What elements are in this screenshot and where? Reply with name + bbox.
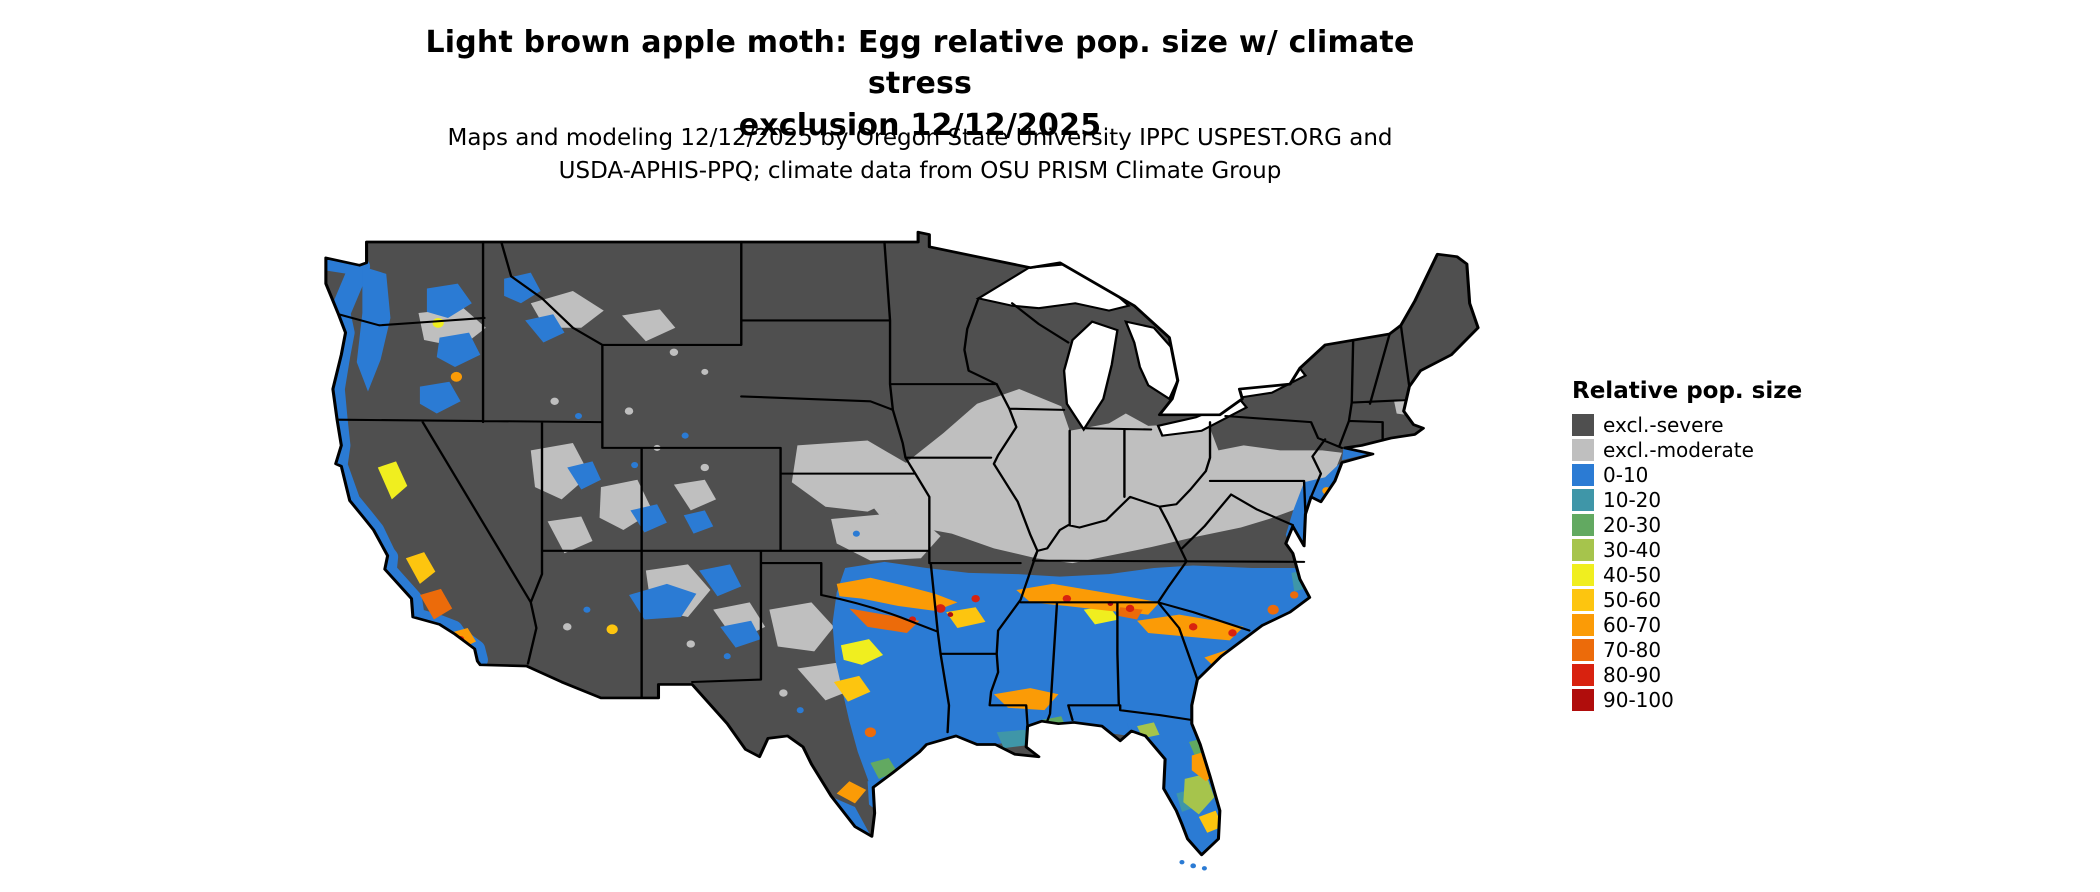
legend-label: excl.-severe bbox=[1603, 413, 1724, 437]
legend-swatch bbox=[1572, 464, 1594, 486]
legend-item: 40-50 bbox=[1572, 564, 1802, 586]
legend-item: 0-10 bbox=[1572, 464, 1802, 486]
title-line-2: exclusion 12/12/2025 bbox=[738, 107, 1102, 143]
legend-label: excl.-moderate bbox=[1603, 438, 1754, 462]
legend-item: excl.-severe bbox=[1572, 414, 1802, 436]
legend-label: 90-100 bbox=[1603, 688, 1674, 712]
us-outline bbox=[324, 230, 1480, 857]
legend-item: excl.-moderate bbox=[1572, 439, 1802, 461]
legend-label: 30-40 bbox=[1603, 538, 1662, 562]
legend-swatch bbox=[1572, 514, 1594, 536]
page-subtitle: Maps and modeling 12/12/2025 by Oregon S… bbox=[340, 122, 1500, 187]
lake-michigan bbox=[1062, 320, 1119, 432]
legend-swatch bbox=[1572, 439, 1594, 461]
legend-label: 80-90 bbox=[1603, 663, 1662, 687]
subtitle-line-1: Maps and modeling 12/12/2025 by Oregon S… bbox=[447, 125, 1393, 151]
title-line-1: Light brown apple moth: Egg relative pop… bbox=[425, 25, 1415, 102]
us-map bbox=[295, 215, 1530, 883]
legend-item: 80-90 bbox=[1572, 664, 1802, 686]
legend-item: 70-80 bbox=[1572, 639, 1802, 661]
legend-label: 20-30 bbox=[1603, 513, 1662, 537]
legend-label: 70-80 bbox=[1603, 638, 1662, 662]
legend-item: 90-100 bbox=[1572, 689, 1802, 711]
legend-label: 50-60 bbox=[1603, 588, 1662, 612]
state-borders bbox=[335, 240, 1411, 734]
lake-huron bbox=[1123, 320, 1179, 401]
legend-label: 60-70 bbox=[1603, 613, 1662, 637]
legend: Relative pop. size excl.-severe excl.-mo… bbox=[1572, 378, 1802, 714]
page-title: Light brown apple moth: Egg relative pop… bbox=[390, 22, 1450, 146]
legend-item: 30-40 bbox=[1572, 539, 1802, 561]
legend-swatch bbox=[1572, 539, 1594, 561]
legend-swatch bbox=[1572, 489, 1594, 511]
legend-item: 50-60 bbox=[1572, 589, 1802, 611]
subtitle-line-2: USDA-APHIS-PPQ; climate data from OSU PR… bbox=[558, 157, 1282, 184]
legend-swatch bbox=[1572, 564, 1594, 586]
florida-keys bbox=[1179, 859, 1207, 871]
legend-swatch bbox=[1572, 689, 1594, 711]
us-map-svg bbox=[324, 230, 1480, 871]
legend-item: 60-70 bbox=[1572, 614, 1802, 636]
legend-item: 20-30 bbox=[1572, 514, 1802, 536]
legend-swatch bbox=[1572, 639, 1594, 661]
legend-swatch bbox=[1572, 589, 1594, 611]
legend-label: 10-20 bbox=[1603, 488, 1662, 512]
legend-label: 0-10 bbox=[1603, 463, 1649, 487]
legend-title: Relative pop. size bbox=[1572, 378, 1803, 404]
legend-label: 40-50 bbox=[1603, 563, 1662, 587]
legend-swatch bbox=[1572, 664, 1594, 686]
legend-entries: excl.-severe excl.-moderate 0-10 10-20 2… bbox=[1572, 414, 1802, 711]
map-speckle bbox=[432, 317, 1331, 738]
legend-swatch bbox=[1572, 614, 1594, 636]
legend-item: 10-20 bbox=[1572, 489, 1802, 511]
legend-swatch bbox=[1572, 414, 1594, 436]
